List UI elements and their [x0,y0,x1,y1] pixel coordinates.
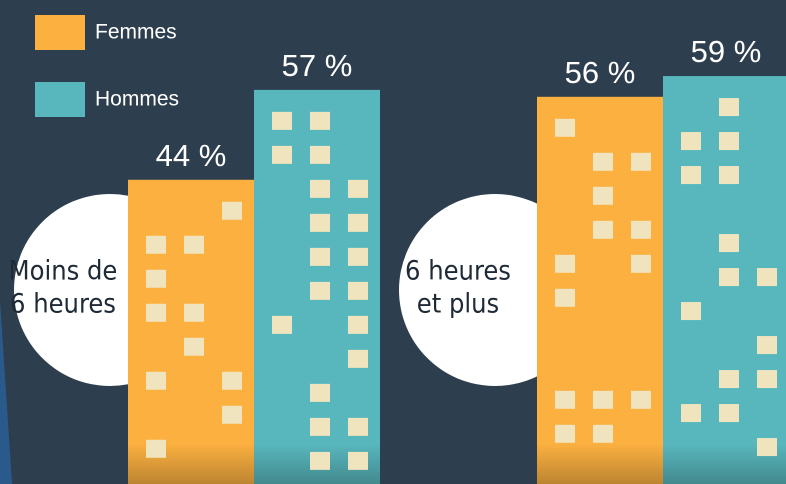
window [555,289,575,307]
window [631,391,651,409]
legend-swatch [35,15,85,50]
window [348,180,368,198]
window [681,132,701,150]
window [310,214,330,232]
category-label: Moins de [9,256,118,287]
window [146,440,166,458]
bar-shade [537,444,663,484]
bar [128,180,254,484]
window [310,248,330,266]
window [681,302,701,320]
window [146,304,166,322]
window [555,255,575,273]
window [348,418,368,436]
window [272,316,292,334]
chart: FemmesHommes44 %57 %Moins de6 heures56 %… [0,0,786,484]
window [719,234,739,252]
window [348,316,368,334]
legend-label: Hommes [95,88,179,111]
window [719,166,739,184]
window [719,370,739,388]
window [593,221,613,239]
window [719,98,739,116]
window [310,384,330,402]
window [719,268,739,286]
window [222,202,242,220]
window [146,236,166,254]
window [348,452,368,470]
window [631,255,651,273]
legend-swatch [35,82,85,117]
value-label: 59 % [691,34,762,69]
window [222,406,242,424]
window [757,370,777,388]
window [310,180,330,198]
window [310,112,330,130]
window [719,132,739,150]
category-label: 6 heures [405,256,511,287]
window [757,268,777,286]
window [593,391,613,409]
legend-label: Femmes [95,21,177,44]
window [146,270,166,288]
window [593,425,613,443]
window [310,452,330,470]
window [757,438,777,456]
window [555,391,575,409]
window [593,187,613,205]
window [631,221,651,239]
window [348,350,368,368]
window [593,153,613,171]
window [184,304,204,322]
value-label: 44 % [156,138,227,173]
window [681,404,701,422]
window [681,166,701,184]
window [719,404,739,422]
category-label: et plus [417,289,499,320]
window [184,338,204,356]
window [555,119,575,137]
window [348,248,368,266]
window [184,236,204,254]
window [146,372,166,390]
window [631,153,651,171]
window [272,146,292,164]
window [310,282,330,300]
window [757,336,777,354]
value-label: 57 % [282,48,353,83]
category-label: 6 heures [10,289,116,320]
window [310,418,330,436]
window [348,214,368,232]
value-label: 56 % [565,55,636,90]
window [555,425,575,443]
decoration [0,300,12,484]
window [272,112,292,130]
window [348,282,368,300]
window [310,146,330,164]
window [222,372,242,390]
page: {"chart_data": {"type": "bar", "categori… [0,0,786,484]
